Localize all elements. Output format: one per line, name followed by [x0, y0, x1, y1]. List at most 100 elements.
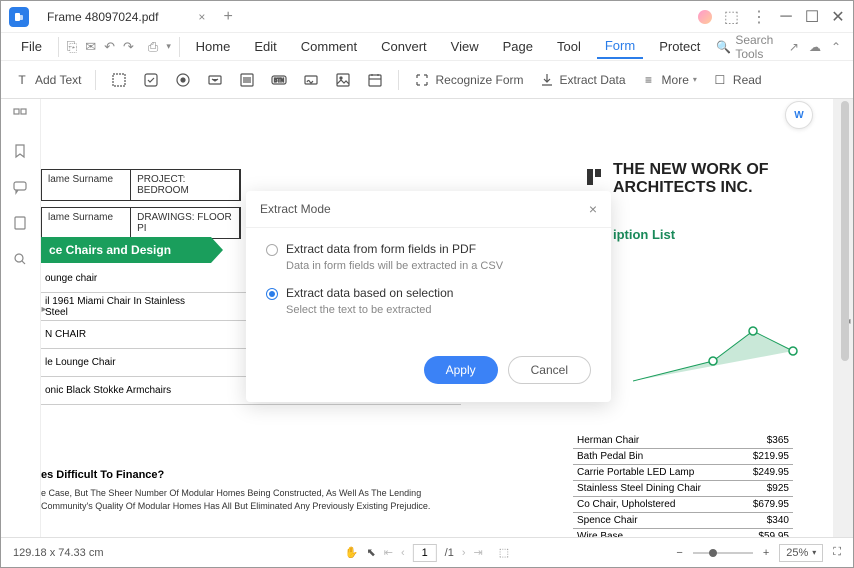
tab-filename: Frame 48097024.pdf: [47, 10, 158, 24]
search-icon: 🔍: [716, 40, 731, 54]
mail-icon[interactable]: ✉: [85, 39, 96, 55]
titlebar: Frame 48097024.pdf × + ⬚ ⋮ ─ ☐ ✕: [1, 1, 853, 33]
price-row: Herman Chair$365: [573, 433, 793, 449]
expand-icon[interactable]: ⌃: [831, 40, 841, 54]
page-total: /1: [445, 547, 454, 559]
panel-left-caret[interactable]: ▸: [41, 299, 49, 319]
company-name-1: THE NEW WORK OF: [613, 161, 833, 179]
fullscreen-icon[interactable]: ⛶: [833, 546, 841, 559]
minimize-button[interactable]: ─: [779, 10, 793, 24]
more-button[interactable]: ≡ More ▾: [640, 71, 697, 89]
cancel-button[interactable]: Cancel: [508, 356, 591, 384]
image-field-icon[interactable]: [334, 71, 352, 89]
dialog-title: Extract Mode: [260, 202, 331, 216]
menu-home[interactable]: Home: [188, 35, 239, 58]
extract-icon: [538, 71, 556, 89]
zoom-dropdown[interactable]: 25% ▾: [779, 544, 823, 562]
select-tool-icon[interactable]: ⬉: [367, 546, 376, 559]
bookmark-icon[interactable]: [12, 143, 30, 161]
svg-text:BTN: BTN: [274, 78, 284, 84]
radio-icon[interactable]: [174, 71, 192, 89]
cloud-icon[interactable]: [698, 10, 712, 24]
price-row: Bath Pedal Bin$219.95: [573, 449, 793, 465]
next-page-icon[interactable]: ›: [462, 547, 466, 559]
radio-option-selection[interactable]: Extract data based on selection Select t…: [266, 286, 591, 316]
company-name-2: ARCHITECTS INC.: [613, 179, 833, 197]
field-icon-1[interactable]: [110, 71, 128, 89]
recognize-icon: [413, 71, 431, 89]
header-cell: lame Surname: [42, 170, 131, 200]
page-number-input[interactable]: [413, 544, 437, 562]
recognize-form-button[interactable]: Recognize Form: [413, 71, 523, 89]
checkbox-icon[interactable]: [142, 71, 160, 89]
read-icon: ☐: [711, 71, 729, 89]
scrollbar-thumb[interactable]: [841, 101, 849, 361]
statusbar: 129.18 x 74.33 cm ✋ ⬉ ⇤ ‹ /1 › ⇥ ⬚ − + 2…: [1, 537, 853, 567]
menu-file[interactable]: File: [13, 35, 50, 58]
text-icon: T: [13, 71, 31, 89]
share-icon[interactable]: ⬚: [724, 7, 739, 27]
menu-convert[interactable]: Convert: [373, 35, 435, 58]
dialog-close-icon[interactable]: ×: [589, 201, 597, 217]
option-label: Extract data from form fields in PDF: [286, 242, 503, 256]
menu-comment[interactable]: Comment: [293, 35, 365, 58]
radio-icon: [266, 288, 278, 300]
menu-tool[interactable]: Tool: [549, 35, 589, 58]
external-icon[interactable]: ↗: [789, 40, 799, 54]
left-sidebar: [1, 99, 41, 537]
thumbnails-icon[interactable]: [12, 107, 30, 125]
document-tab[interactable]: Frame 48097024.pdf ×: [39, 4, 213, 30]
first-page-icon[interactable]: ⇤: [384, 546, 393, 559]
sig-icon[interactable]: [302, 71, 320, 89]
price-row: Wire Base$59.95: [573, 529, 793, 537]
list-title: iption List: [613, 227, 833, 242]
header-cell: PROJECT: BEDROOM: [131, 170, 240, 200]
section-title: ce Chairs and Design: [41, 237, 211, 263]
kebab-icon[interactable]: ⋮: [751, 7, 767, 27]
chart-icon: [633, 321, 813, 401]
undo-icon[interactable]: ↶: [104, 39, 115, 55]
page-dimensions: 129.18 x 74.33 cm: [13, 547, 104, 559]
menu-edit[interactable]: Edit: [246, 35, 284, 58]
zoom-slider[interactable]: [693, 547, 753, 559]
radio-icon: [266, 244, 278, 256]
maximize-button[interactable]: ☐: [805, 10, 819, 24]
header-cell: DRAWINGS: FLOOR PI: [131, 208, 240, 238]
add-text-button[interactable]: T Add Text: [13, 71, 81, 89]
menu-protect[interactable]: Protect: [651, 35, 708, 58]
dropdown-icon[interactable]: [206, 71, 224, 89]
fit-width-icon[interactable]: ⬚: [499, 546, 509, 559]
print-icon[interactable]: ⎙: [148, 39, 158, 55]
menu-form[interactable]: Form: [597, 34, 643, 59]
word-export-badge[interactable]: W: [785, 101, 813, 129]
cloud-sync-icon[interactable]: ☁: [809, 40, 821, 54]
last-page-icon[interactable]: ⇥: [474, 546, 483, 559]
comment-icon[interactable]: [12, 179, 30, 197]
search-side-icon[interactable]: [12, 251, 30, 269]
read-button[interactable]: ☐ Read: [711, 71, 762, 89]
redo-icon[interactable]: ↷: [123, 39, 134, 55]
zoom-in-icon[interactable]: +: [763, 547, 769, 559]
btn-field-icon[interactable]: BTN: [270, 71, 288, 89]
prev-page-icon[interactable]: ‹: [401, 547, 405, 559]
question-text: e Case, But The Sheer Number Of Modular …: [41, 487, 461, 512]
attachment-icon[interactable]: [12, 215, 30, 233]
open-icon[interactable]: ⎘: [67, 39, 77, 55]
apply-button[interactable]: Apply: [424, 356, 498, 384]
radio-option-form-fields[interactable]: Extract data from form fields in PDF Dat…: [266, 242, 591, 272]
zoom-out-icon[interactable]: −: [676, 547, 682, 559]
date-field-icon[interactable]: [366, 71, 384, 89]
price-row: Carrie Portable LED Lamp$249.95: [573, 465, 793, 481]
new-tab-button[interactable]: +: [223, 8, 232, 26]
extract-data-button[interactable]: Extract Data: [538, 71, 626, 89]
menu-page[interactable]: Page: [495, 35, 541, 58]
list-icon[interactable]: [238, 71, 256, 89]
form-toolbar: T Add Text BTN Recognize Form Extract Da…: [1, 61, 853, 99]
price-row: Spence Chair$340: [573, 513, 793, 529]
close-button[interactable]: ✕: [831, 10, 845, 24]
hand-tool-icon[interactable]: ✋: [345, 546, 359, 559]
menu-view[interactable]: View: [443, 35, 487, 58]
question-title: es Difficult To Finance?: [41, 469, 461, 481]
search-tools[interactable]: 🔍 Search Tools: [716, 33, 779, 61]
tab-close-icon[interactable]: ×: [198, 10, 205, 24]
